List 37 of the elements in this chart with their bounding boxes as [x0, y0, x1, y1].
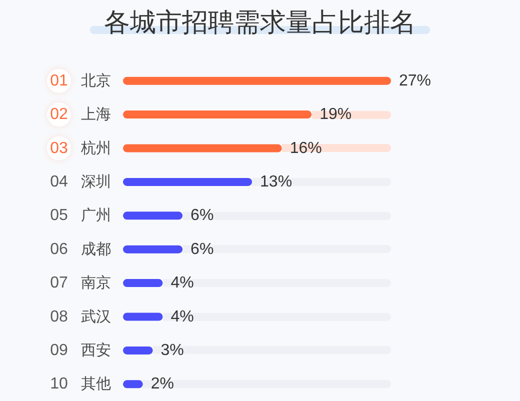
data-label: 13% — [260, 173, 292, 190]
data-label: 6% — [190, 207, 214, 224]
bar — [123, 346, 153, 354]
y-tick-label: 深圳 — [81, 173, 111, 190]
data-label: 4% — [170, 274, 194, 292]
y-tick-label: 其他 — [81, 376, 111, 393]
text: 10 — [50, 376, 68, 393]
data-label: 19% — [320, 106, 352, 124]
bar — [123, 245, 183, 254]
text: 03 — [50, 140, 68, 157]
text: 01 — [50, 72, 68, 90]
data-label: 2% — [150, 376, 174, 393]
y-tick-label: 北京 — [81, 72, 111, 90]
y-tick-label: 杭州 — [80, 140, 111, 157]
y-tick-label: 上海 — [81, 106, 111, 124]
y-tick-label: 南京 — [81, 274, 111, 292]
data-label: 4% — [170, 308, 194, 326]
text: 04 — [50, 173, 68, 190]
y-tick-label: 武汉 — [81, 308, 111, 326]
bar — [123, 76, 391, 85]
chart-title: 各城市招聘需求量占比排名 — [104, 7, 416, 37]
text: 09 — [50, 342, 68, 359]
y-tick-label: 西安 — [81, 342, 111, 359]
text: 05 — [50, 207, 68, 224]
text: 06 — [50, 240, 68, 258]
data-label: 16% — [290, 140, 322, 157]
bar — [123, 212, 183, 220]
bar — [123, 312, 163, 321]
bar — [123, 279, 163, 288]
data-label: 3% — [160, 342, 184, 359]
y-tick-label: 广州 — [81, 207, 111, 224]
text: 02 — [50, 106, 68, 124]
data-label: 27% — [399, 72, 432, 90]
y-tick-label: 成都 — [81, 240, 111, 258]
text: 08 — [50, 308, 68, 326]
data-label: 6% — [190, 240, 214, 258]
text: 07 — [50, 274, 68, 292]
